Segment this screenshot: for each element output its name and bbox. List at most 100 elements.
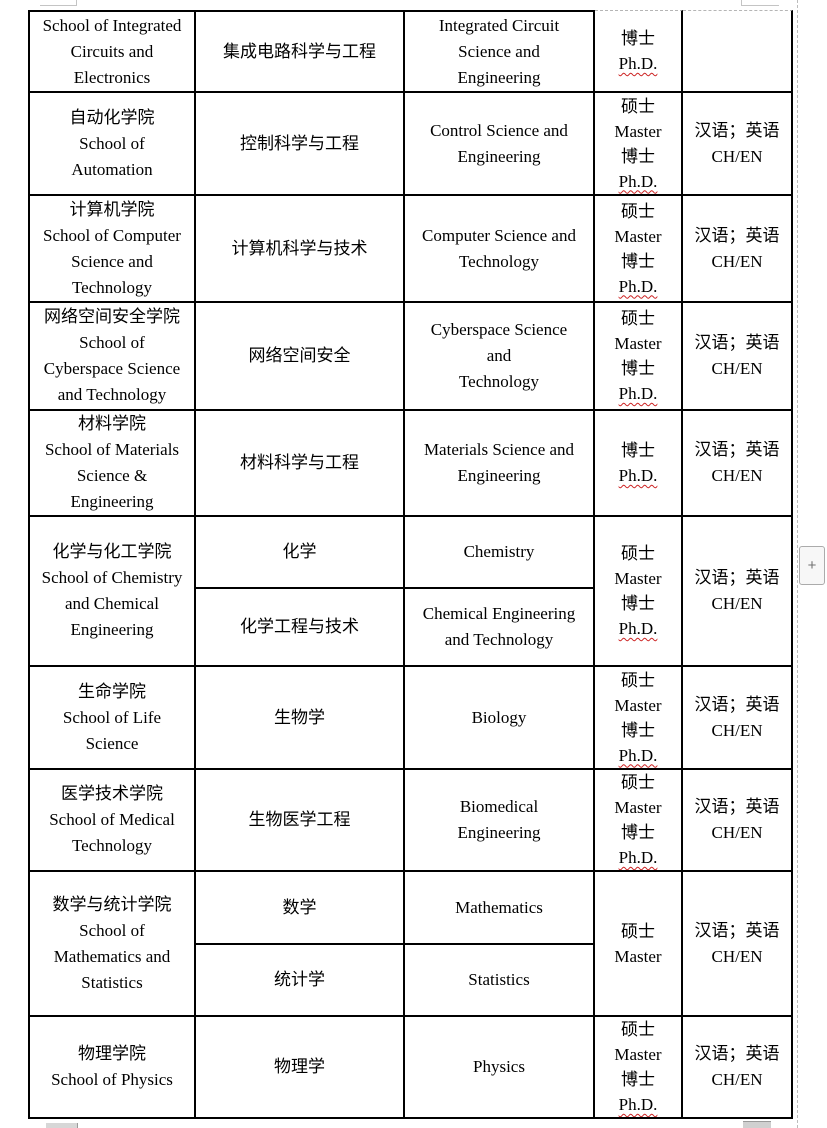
cell-text-line: 博士 <box>621 29 655 48</box>
discipline-en-cell: Chemistry <box>405 517 595 589</box>
cell-text-line: 统计学 <box>274 970 325 989</box>
degree-cell: 博士 Ph.D. <box>595 10 683 93</box>
cell-text-line: Computer Science and <box>422 225 576 245</box>
table-row: 化学工程与技术 Chemical Engineering and Technolog… <box>28 589 793 667</box>
cell-text-line: and Chemical <box>65 594 159 613</box>
cell-text-line: 汉语；英语 <box>694 920 780 940</box>
misspelled-word: Ph.D. <box>618 466 658 485</box>
cell-text-line: Master <box>614 121 662 141</box>
school-cell: 化学与化工学院 School of Chemistry and Chemical En… <box>28 517 196 667</box>
misspelled-word: Ph.D. <box>618 54 658 73</box>
discipline-cn-cell: 控制科学与工程 <box>196 93 405 196</box>
cell-text-line: 硕士 <box>621 201 655 221</box>
cell-text-line: Master <box>614 226 662 246</box>
cell-text-line: Mathematics and <box>53 946 171 966</box>
cell-text-line: Engineering <box>457 67 541 87</box>
school-cell: 医学技术学院 School of Medical Technology <box>28 770 196 872</box>
discipline-cn-cell: 数学 <box>196 872 405 945</box>
school-cell: School of Integrated Circuits and Electron… <box>28 10 196 93</box>
cell-text-line: 化学 <box>282 542 317 561</box>
cell-text-line: 博士 <box>621 251 655 271</box>
cell-text-line: 材料学院 <box>78 414 146 433</box>
scrollbar-fragment-right[interactable] <box>743 1121 771 1128</box>
cell-text-line: School of Medical <box>49 810 175 829</box>
discipline-en-cell: Mathematics <box>405 872 595 945</box>
discipline-en-cell: Physics <box>405 1017 595 1119</box>
school-cell: 生命学院 School of Life Science <box>28 667 196 770</box>
cell-text-line: 网络空间安全 <box>248 346 351 365</box>
table-row: 医学技术学院 School of Medical Technology 生物医学工程 B… <box>28 770 793 872</box>
cell-text-line: 网络空间安全学院 <box>44 307 180 326</box>
cell-text-line: 博士 <box>621 359 655 378</box>
cell-text-line: Master <box>614 946 662 966</box>
degree-cell: 硕士 Master 博士 Ph.D. <box>595 770 683 872</box>
discipline-cn-cell: 化学 <box>196 517 405 589</box>
cell-text-line: 汉语；英语 <box>694 333 780 352</box>
school-cell: 数学与统计学院 School of Mathematics and Statistic… <box>28 872 196 1017</box>
table-row: 材料学院 School of Materials Science & Engineer… <box>28 411 793 517</box>
school-cell: 自动化学院 School of Automation <box>28 93 196 196</box>
cell-text-line: 生物医学工程 <box>248 810 351 829</box>
school-cell: 网络空间安全学院 School of Cyberspace Science and T… <box>28 303 196 411</box>
cell-text-line: 生物学 <box>274 707 325 727</box>
cell-text-line: Circuits and <box>70 41 154 61</box>
insert-row-button[interactable]: + <box>799 546 825 585</box>
cell-text-line: 汉语；英语 <box>694 440 780 459</box>
cell-text-line: 博士 <box>621 823 655 842</box>
cell-text-line: Engineering <box>457 823 541 842</box>
cell-text-line: CH/EN <box>711 466 763 485</box>
cell-text-line: Master <box>614 695 662 715</box>
cell-text-line: School of <box>79 920 145 940</box>
language-cell: 汉语；英语 CH/EN <box>683 517 793 667</box>
cell-text-line: CH/EN <box>711 146 763 166</box>
cell-text-line: Master <box>614 569 662 588</box>
discipline-cn-cell: 统计学 <box>196 945 405 1017</box>
cell-text-line: 硕士 <box>621 921 655 941</box>
degree-cell: 硕士 Master 博士 Ph.D. <box>595 517 683 667</box>
cell-text-line: Ph.D. <box>597 381 679 406</box>
degree-cell: 硕士 Master 博士 Ph.D. <box>595 1017 683 1119</box>
cell-text-line: Engineering <box>70 492 154 511</box>
cell-text-line: 控制科学与工程 <box>240 133 359 153</box>
language-cell: 汉语；英语 CH/EN <box>683 1017 793 1119</box>
programs-table-body: School of Integrated Circuits and Electron… <box>28 10 793 1119</box>
cell-text-line: 硕士 <box>621 773 655 792</box>
cell-text-line: Master <box>614 1045 662 1064</box>
cell-text-line: 汉语；英语 <box>694 120 780 140</box>
cell-text-line: Science and <box>458 41 540 61</box>
cell-text-line: Chemical Engineering <box>422 604 576 623</box>
cell-text-line: CH/EN <box>711 823 763 842</box>
programs-table: School of Integrated Circuits and Electron… <box>28 10 793 1119</box>
cell-text-line: Integrated Circuit <box>438 15 560 35</box>
degree-cell: 硕士 Master 博士 Ph.D. <box>595 303 683 411</box>
cell-text-line: 博士 <box>621 1070 655 1089</box>
cell-text-line: CH/EN <box>711 594 763 613</box>
cell-text-line: Statistics <box>468 970 530 989</box>
cell-text-line: School of Chemistry <box>41 568 183 587</box>
degree-cell: 博士 Ph.D. <box>595 411 683 517</box>
scrollbar-fragment-left[interactable] <box>46 1123 78 1128</box>
cell-text-line: School of Materials <box>44 440 180 459</box>
table-row: 化学与化工学院 School of Chemistry and Chemical En… <box>28 517 793 667</box>
cell-text-line: 汉语；英语 <box>694 225 780 245</box>
cell-text-line: 计算机学院 <box>69 199 155 219</box>
discipline-en-cell: Statistics <box>405 945 595 1017</box>
discipline-en-cell: Materials Science and Engineering <box>405 411 595 517</box>
cell-text-line: Science and <box>71 251 153 271</box>
cell-text-line: School of Computer <box>43 225 181 245</box>
misspelled-word: Ph.D. <box>618 619 658 638</box>
cell-text-line: Biomedical <box>459 797 539 816</box>
language-cell: 汉语；英语 CH/EN <box>683 303 793 411</box>
cell-text-line: Biology <box>471 707 527 727</box>
cell-text-line: Ph.D. <box>597 51 679 76</box>
cell-text-line: Engineering <box>457 466 541 485</box>
cell-text-line: Master <box>614 798 662 817</box>
cell-text-line: and <box>486 346 512 365</box>
cell-text-line: School of <box>79 333 145 352</box>
cell-text-line: 物理学院 <box>78 1044 146 1063</box>
cell-text-line: Science & <box>76 466 148 485</box>
cell-text-line: 材料科学与工程 <box>240 453 359 472</box>
table-row: 计算机学院 School of Computer Science and Techno… <box>28 196 793 303</box>
cell-text-line: 汉语；英语 <box>694 568 780 587</box>
